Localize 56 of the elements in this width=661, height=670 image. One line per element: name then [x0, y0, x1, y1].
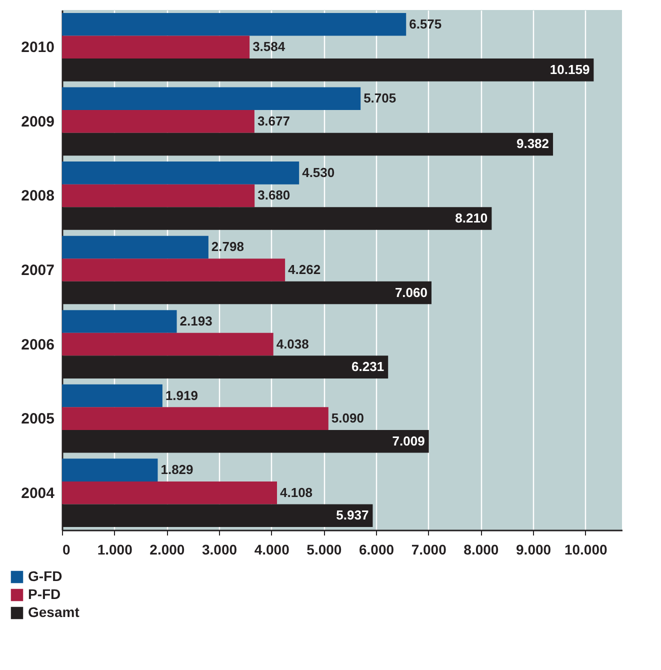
legend-label: Gesamt — [28, 604, 80, 620]
data-label: 2.798 — [211, 239, 244, 254]
bar — [62, 258, 286, 282]
data-label: 6.575 — [409, 16, 442, 32]
data-label: 3.677 — [257, 113, 290, 128]
data-label: 7.060 — [394, 284, 428, 300]
bar — [62, 236, 208, 259]
bar — [62, 110, 254, 133]
data-label: 4.262 — [288, 262, 321, 277]
x-tick-label: 8.000 — [464, 542, 499, 558]
data-label: 8.210 — [455, 210, 488, 226]
data-label: 7.009 — [392, 433, 425, 448]
x-tick-label: 9.000 — [516, 542, 552, 558]
y-tick-label: 2006 — [21, 336, 54, 354]
data-label: 5.090 — [331, 410, 364, 426]
data-label: 4.108 — [280, 484, 313, 500]
y-tick-label: 2010 — [21, 39, 54, 56]
bar — [62, 481, 277, 504]
y-tick-label: 2009 — [21, 113, 54, 130]
x-tick-label: 0 — [62, 542, 70, 558]
bar — [62, 332, 274, 356]
data-label: 9.382 — [516, 136, 550, 152]
legend-label: P-FD — [28, 586, 61, 602]
bar — [62, 87, 361, 110]
legend-label: G-FD — [28, 568, 62, 584]
bar — [62, 458, 158, 482]
data-label: 4.038 — [276, 336, 309, 352]
bar — [62, 407, 328, 430]
data-label: 10.159 — [550, 62, 590, 77]
bar — [62, 12, 406, 36]
data-label: 5.937 — [336, 508, 369, 523]
data-label: 3.584 — [252, 39, 286, 54]
data-label: 6.231 — [352, 359, 384, 374]
data-label: 3.680 — [258, 188, 290, 203]
x-tick-label: 6.000 — [358, 542, 394, 558]
x-tick-label: 4.000 — [254, 542, 290, 558]
x-tick-label: 2.000 — [150, 542, 185, 558]
x-tick-label: 3.000 — [202, 542, 238, 558]
bar — [62, 310, 177, 333]
bar — [62, 384, 162, 408]
data-label: 1.829 — [160, 462, 194, 478]
bar — [62, 184, 255, 208]
data-label: 1.919 — [165, 388, 198, 403]
bar — [62, 162, 300, 184]
bar — [62, 36, 250, 59]
x-tick-label: 10.000 — [564, 542, 608, 558]
x-tick-label: 1.000 — [97, 542, 133, 558]
y-tick-label: 2008 — [21, 188, 54, 205]
y-tick-label: 2005 — [21, 410, 54, 428]
data-label: 4.530 — [302, 164, 335, 180]
data-label: 5.705 — [364, 90, 396, 106]
x-tick-label: 7.000 — [411, 542, 447, 558]
data-label: 2.193 — [180, 314, 212, 329]
x-tick-label: 5.000 — [306, 542, 342, 558]
y-tick-label: 2004 — [21, 484, 56, 502]
y-tick-label: 2007 — [21, 262, 54, 279]
